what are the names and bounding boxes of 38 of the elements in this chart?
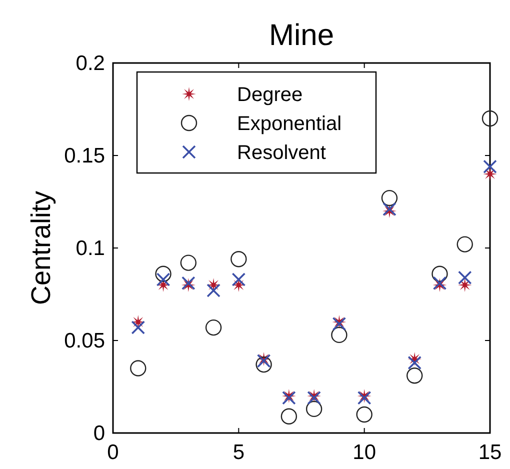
point <box>432 266 448 282</box>
point <box>306 400 322 418</box>
y-tick-label: 0.2 <box>76 52 105 75</box>
point <box>406 368 423 384</box>
point <box>458 270 472 284</box>
point <box>458 278 472 292</box>
x-tick-label: 10 <box>352 441 376 464</box>
legend-label: Degree <box>237 84 303 106</box>
x-tick-label: 15 <box>478 441 502 464</box>
chart-title: Mine <box>268 19 334 52</box>
point <box>180 254 196 271</box>
x-tick-label: 0 <box>107 441 119 464</box>
point <box>256 356 272 373</box>
point <box>155 266 172 282</box>
point <box>280 408 298 424</box>
point <box>206 284 220 298</box>
point <box>232 272 246 286</box>
x-tick-label: 5 <box>232 441 245 464</box>
legend-label: Exponential <box>237 113 342 135</box>
point <box>131 320 146 334</box>
point <box>456 236 473 252</box>
point <box>483 160 497 174</box>
y-tick-label: 0 <box>93 422 105 445</box>
point <box>156 272 170 286</box>
point <box>381 190 398 206</box>
legend-label: Resolvent <box>237 142 326 164</box>
y-tick-label: 0.1 <box>76 237 105 260</box>
y-tick-label: 0.05 <box>64 330 105 352</box>
point <box>408 356 422 370</box>
y-tick-label: 0.15 <box>64 144 105 168</box>
point <box>230 251 247 268</box>
y-axis-title: Centrality <box>26 190 56 306</box>
point <box>331 326 348 344</box>
point <box>483 167 497 181</box>
point <box>205 319 222 336</box>
point <box>356 406 372 423</box>
point <box>482 110 498 127</box>
point <box>130 360 146 376</box>
